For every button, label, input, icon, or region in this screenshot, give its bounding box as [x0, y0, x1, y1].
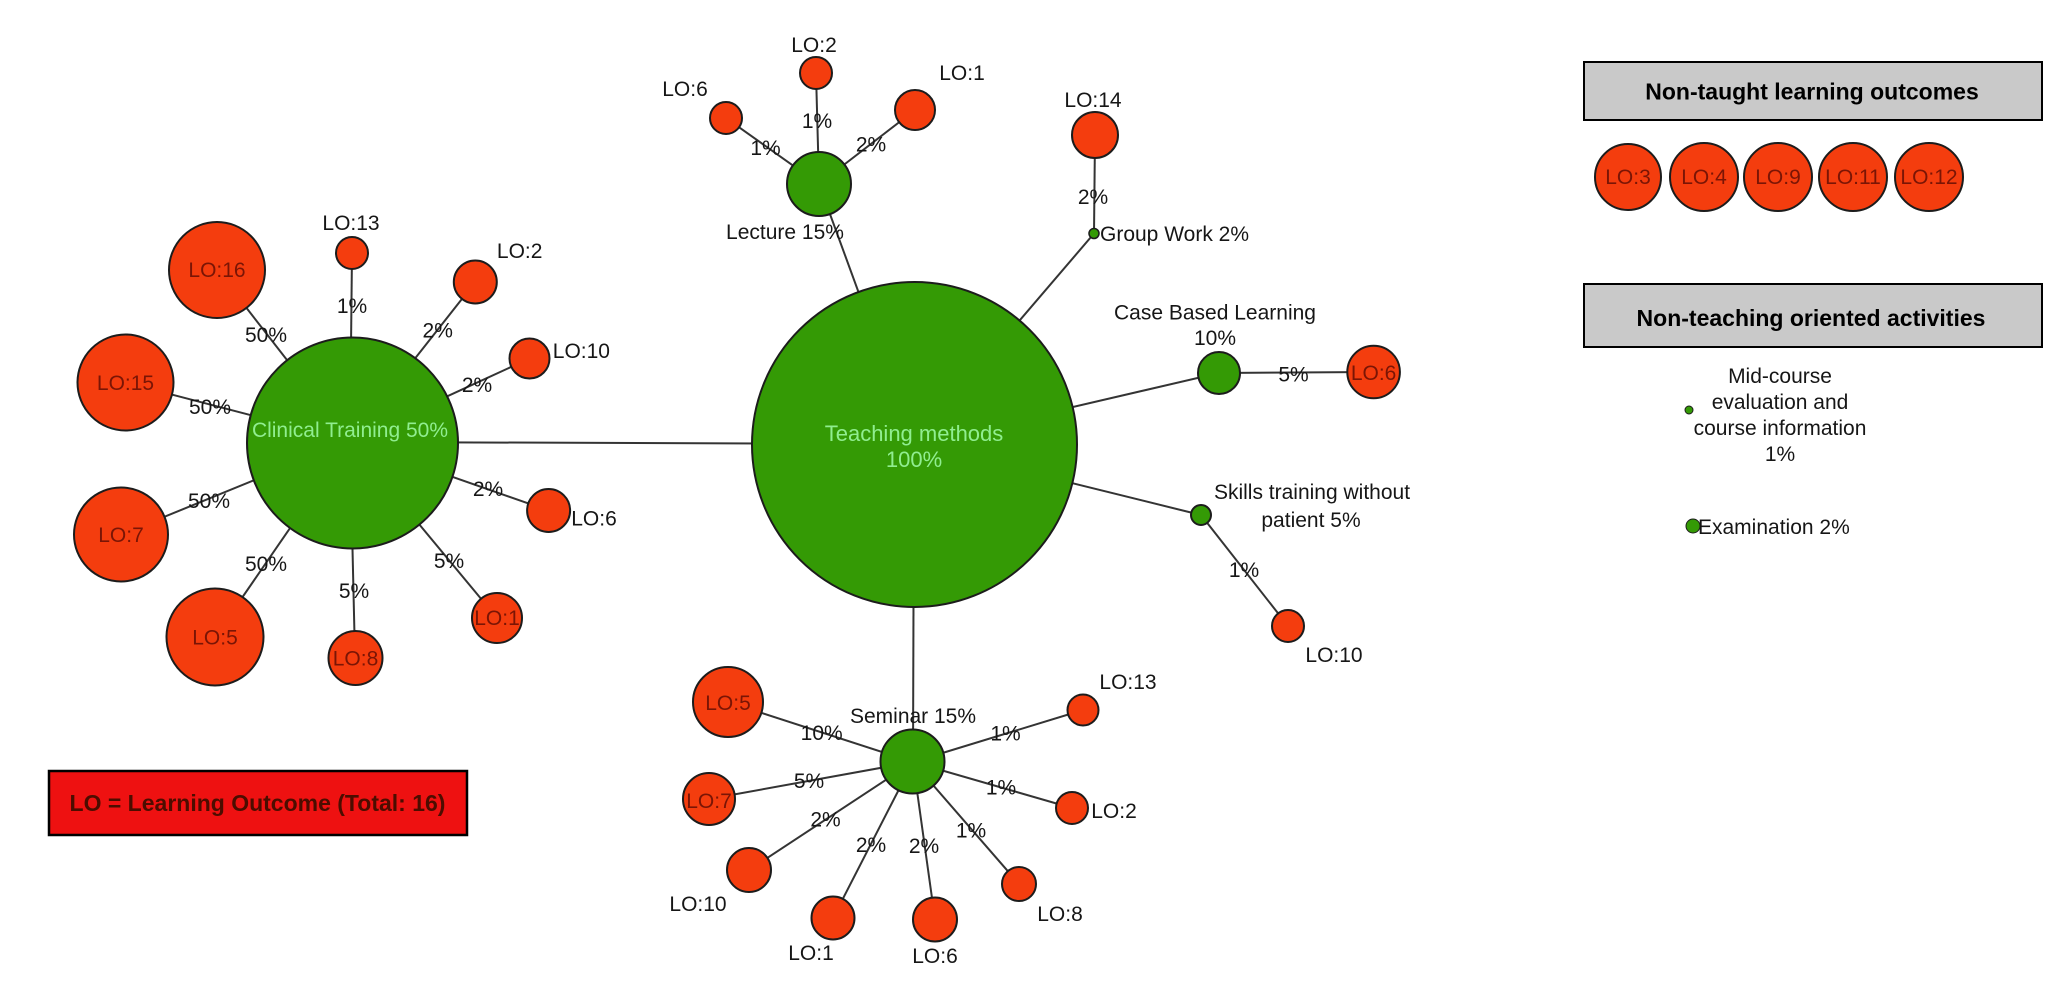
- svg-text:course information: course information: [1694, 417, 1867, 440]
- svg-text:10%: 10%: [1194, 327, 1236, 350]
- svg-text:Non-teaching oriented activiti: Non-teaching oriented activities: [1637, 305, 1986, 331]
- svg-text:2%: 2%: [810, 809, 840, 832]
- svg-text:LO:10: LO:10: [669, 893, 726, 916]
- svg-text:Group Work 2%: Group Work 2%: [1100, 223, 1249, 246]
- svg-text:1%: 1%: [750, 137, 780, 160]
- svg-text:50%: 50%: [188, 490, 230, 513]
- svg-text:Examination 2%: Examination 2%: [1698, 516, 1850, 539]
- svg-text:1%: 1%: [1765, 443, 1795, 466]
- svg-text:evaluation and: evaluation and: [1712, 391, 1849, 414]
- svg-text:5%: 5%: [339, 580, 369, 603]
- svg-text:LO:6: LO:6: [912, 945, 958, 968]
- svg-text:LO:6: LO:6: [1351, 362, 1397, 385]
- svg-text:LO:12: LO:12: [1900, 166, 1957, 189]
- svg-text:LO:1: LO:1: [788, 942, 834, 965]
- svg-text:LO:7: LO:7: [686, 790, 732, 813]
- svg-text:LO:7: LO:7: [98, 524, 144, 547]
- svg-text:1%: 1%: [986, 777, 1016, 800]
- svg-text:Case Based Learning: Case Based Learning: [1114, 302, 1316, 325]
- svg-text:LO:2: LO:2: [1091, 800, 1137, 823]
- svg-text:Clinical Training 50%: Clinical Training 50%: [252, 419, 448, 442]
- svg-text:LO:9: LO:9: [1755, 166, 1801, 189]
- svg-text:LO:5: LO:5: [705, 692, 751, 715]
- svg-text:LO:5: LO:5: [192, 627, 238, 650]
- svg-text:Lecture 15%: Lecture 15%: [726, 221, 844, 244]
- svg-text:LO:8: LO:8: [333, 648, 379, 671]
- svg-text:2%: 2%: [473, 478, 503, 501]
- svg-text:Skills training without: Skills training without: [1214, 481, 1410, 504]
- svg-text:2%: 2%: [856, 134, 886, 157]
- svg-text:5%: 5%: [1278, 364, 1308, 387]
- svg-text:2%: 2%: [1078, 186, 1108, 209]
- svg-text:LO:13: LO:13: [322, 212, 379, 235]
- svg-text:5%: 5%: [794, 770, 824, 793]
- svg-text:5%: 5%: [434, 550, 464, 573]
- svg-text:2%: 2%: [856, 834, 886, 857]
- svg-text:LO:16: LO:16: [188, 259, 245, 282]
- svg-text:1%: 1%: [956, 820, 986, 843]
- svg-text:2%: 2%: [909, 835, 939, 858]
- svg-text:LO:4: LO:4: [1681, 166, 1727, 189]
- svg-text:1%: 1%: [1229, 559, 1259, 582]
- svg-text:LO:6: LO:6: [571, 508, 617, 531]
- svg-text:LO:13: LO:13: [1099, 671, 1156, 694]
- svg-text:Non-taught learning outcomes: Non-taught learning outcomes: [1645, 79, 1979, 105]
- svg-text:1%: 1%: [802, 110, 832, 133]
- svg-text:LO:6: LO:6: [662, 78, 708, 101]
- svg-text:LO:11: LO:11: [1825, 166, 1881, 189]
- svg-text:LO:15: LO:15: [97, 372, 154, 395]
- svg-text:LO:2: LO:2: [791, 34, 837, 57]
- svg-text:100%: 100%: [886, 447, 942, 472]
- svg-text:Seminar 15%: Seminar 15%: [850, 705, 976, 728]
- svg-text:LO:1: LO:1: [939, 62, 985, 85]
- svg-text:1%: 1%: [990, 723, 1020, 746]
- svg-text:LO:10: LO:10: [1305, 644, 1362, 667]
- svg-text:50%: 50%: [245, 324, 287, 347]
- svg-text:LO:3: LO:3: [1605, 166, 1651, 189]
- svg-text:Mid-course: Mid-course: [1728, 365, 1832, 388]
- svg-text:LO:14: LO:14: [1064, 89, 1122, 112]
- svg-text:50%: 50%: [245, 553, 287, 576]
- svg-text:LO:8: LO:8: [1037, 903, 1083, 926]
- svg-text:LO:10: LO:10: [553, 340, 610, 363]
- svg-text:patient 5%: patient 5%: [1261, 509, 1360, 532]
- svg-text:50%: 50%: [189, 396, 231, 419]
- svg-text:LO:2: LO:2: [497, 240, 543, 263]
- svg-text:LO = Learning Outcome (Total:: LO = Learning Outcome (Total: 16): [70, 790, 446, 816]
- svg-text:1%: 1%: [337, 295, 367, 318]
- svg-text:2%: 2%: [423, 320, 453, 343]
- svg-text:2%: 2%: [462, 374, 492, 397]
- svg-text:LO:1: LO:1: [474, 607, 520, 630]
- svg-text:10%: 10%: [801, 722, 843, 745]
- svg-text:Teaching methods: Teaching methods: [825, 421, 1004, 446]
